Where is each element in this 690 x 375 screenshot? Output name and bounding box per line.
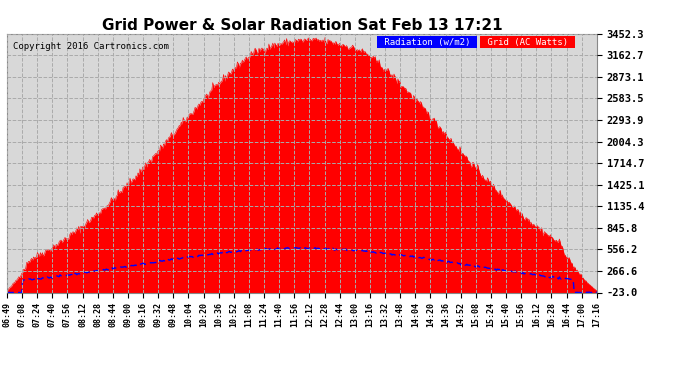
Text: Copyright 2016 Cartronics.com: Copyright 2016 Cartronics.com	[13, 42, 168, 51]
Text: Radiation (w/m2): Radiation (w/m2)	[379, 38, 475, 46]
Title: Grid Power & Solar Radiation Sat Feb 13 17:21: Grid Power & Solar Radiation Sat Feb 13 …	[101, 18, 502, 33]
Text: Grid (AC Watts): Grid (AC Watts)	[482, 38, 573, 46]
